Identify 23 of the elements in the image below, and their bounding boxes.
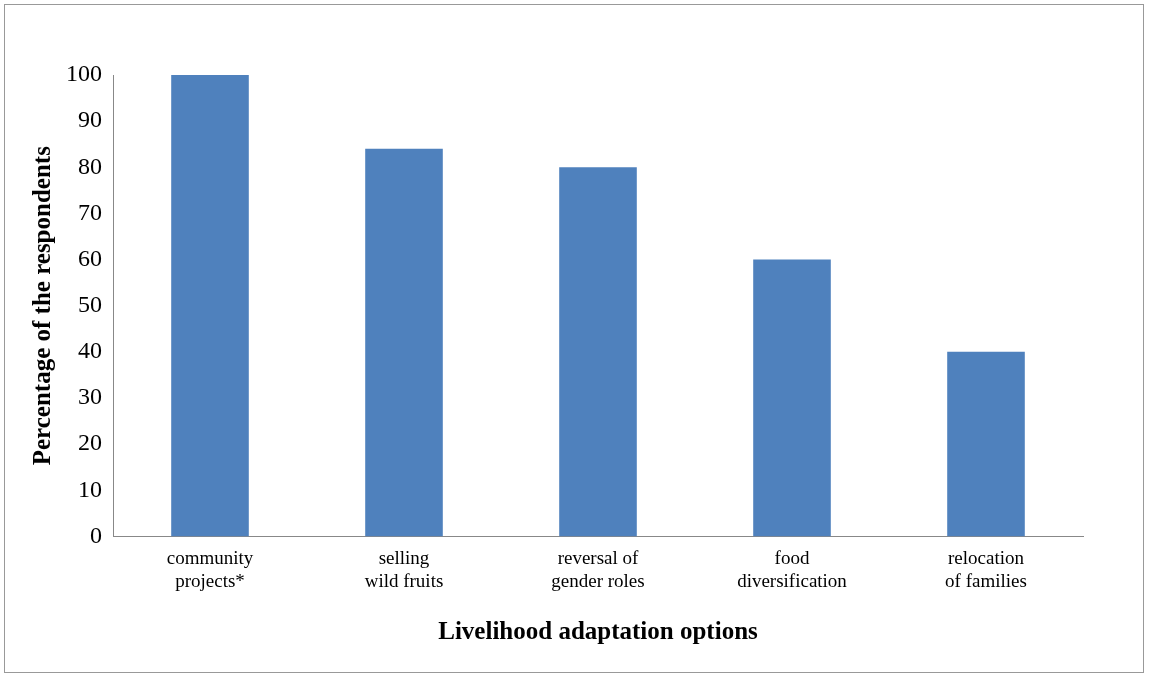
y-tick-label: 70 — [78, 198, 102, 225]
y-tick-label: 50 — [78, 291, 102, 317]
y-tick-label: 30 — [78, 383, 102, 410]
x-tick-label: relocation of families — [945, 546, 1027, 591]
y-tick-label: 10 — [78, 475, 102, 502]
bar — [947, 351, 1025, 537]
y-tick-label: 100 — [66, 60, 102, 87]
x-tick-label: community projects* — [166, 546, 254, 591]
y-tick-label: 20 — [78, 429, 102, 456]
y-tick-label: 90 — [78, 106, 102, 133]
x-axis-title: Livelihood adaptation options — [438, 617, 759, 645]
x-tick-label: food diversification — [737, 546, 848, 591]
y-axis-title: Percentage of the respondents — [28, 145, 56, 466]
y-tick-label: 40 — [78, 337, 102, 364]
x-tick-label: reversal of gender roles — [551, 546, 645, 591]
bar — [559, 167, 637, 537]
y-tick-label: 80 — [78, 152, 102, 179]
y-tick-label: 0 — [90, 521, 102, 548]
bar — [365, 148, 443, 537]
bar — [753, 259, 831, 537]
bar — [171, 75, 249, 537]
y-tick-label: 60 — [78, 244, 102, 271]
x-tick-label: selling wild fruits — [364, 546, 444, 591]
